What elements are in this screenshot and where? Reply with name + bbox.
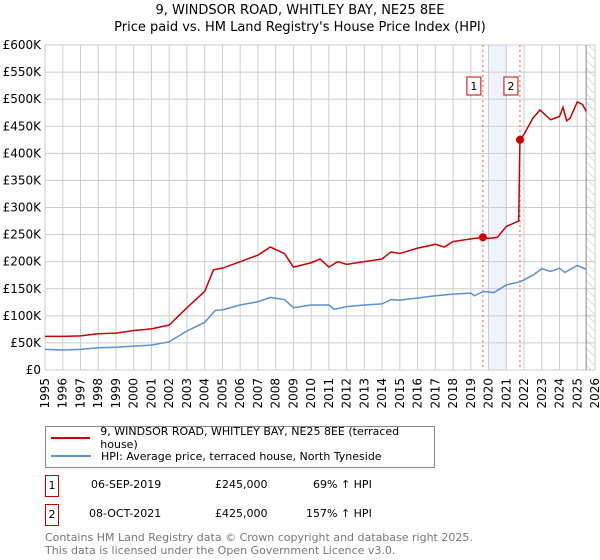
x-tick-label: 1997 [73,378,87,409]
transaction-date: 06-SEP-2019 [91,478,162,491]
x-tick-label: 2011 [322,378,336,409]
x-tick-label: 2016 [411,378,425,409]
transaction-date: 08-OCT-2021 [89,507,162,520]
x-tick-label: 2005 [215,378,229,409]
sale-point [515,135,524,144]
chart-title: 9, WINDSOR ROAD, WHITLEY BAY, NE25 8EE [155,3,445,18]
legend: 9, WINDSOR ROAD, WHITLEY BAY, NE25 8EE (… [45,425,435,468]
hpi-line [44,264,587,351]
y-tick-label: £300K [3,201,43,215]
legend-swatch [51,455,91,457]
x-tick-label: 1998 [91,378,105,409]
legend-item-property: 9, WINDSOR ROAD, WHITLEY BAY, NE25 8EE (… [51,425,434,451]
marker-badge-label: 2 [507,80,514,93]
footer-licence: This data is licensed under the Open Gov… [45,544,396,557]
y-tick-label: £400K [3,146,43,160]
transaction-hpi: 157% ↑ HPI [306,507,372,520]
x-tick-label: 2006 [233,378,247,409]
y-tick-label: £250K [3,228,43,242]
x-tick-label: 1996 [56,378,70,409]
x-tick-label: 2022 [517,378,531,409]
x-tick-label: 2010 [304,378,318,409]
marker-badge [466,76,482,96]
y-tick-label: £50K [10,336,42,350]
marker-badge: 1 [45,475,59,497]
y-tick-label: £500K [3,92,43,106]
x-tick-label: 2008 [269,378,283,409]
chart-subtitle: Price paid vs. HM Land Registry's House … [114,20,486,35]
y-tick-label: £550K [3,65,43,79]
footer-copyright: Contains HM Land Registry data © Crown c… [45,531,473,544]
transaction-hpi: 69% ↑ HPI [313,478,372,491]
legend-swatch [51,437,91,439]
transaction-price: £425,000 [215,507,268,520]
property-price-line [45,100,587,338]
x-tick-label: 2019 [464,378,478,409]
legend-label: HPI: Average price, terraced house, Nort… [101,449,382,463]
x-tick-label: 2000 [127,378,141,409]
transaction-price: £245,000 [215,478,268,491]
legend-item-hpi: HPI: Average price, terraced house, Nort… [51,448,382,464]
legend-label: 9, WINDSOR ROAD, WHITLEY BAY, NE25 8EE (… [100,425,400,451]
x-tick-label: 2002 [162,378,176,409]
x-tick-label: 2012 [340,378,354,409]
x-tick-label: 2017 [428,378,442,409]
x-tick-label: 2007 [251,378,265,409]
plot-area: £0 £50K £100K £150K £200K £250K £300K £350K £400… [3,38,600,409]
x-tick-label: 1995 [38,378,52,409]
y-tick-label: £350K [3,173,43,187]
marker-badge-label: 1 [470,80,477,93]
x-tick-label: 2025 [570,378,584,409]
x-tick-label: 2018 [446,378,460,409]
x-tick-label: 2024 [553,378,567,409]
x-tick-label: 2004 [198,378,212,409]
transaction-row: 1 06-SEP-2019 £245,000 69% ↑ HPI [45,475,600,497]
y-tick-label: £600K [3,38,43,52]
x-tick-label: 2009 [286,378,300,409]
transaction-row: 2 08-OCT-2021 £425,000 157% ↑ HPI [45,504,600,526]
x-tick-label: 2014 [375,378,389,409]
footer: Contains HM Land Registry data © Crown c… [45,531,473,557]
y-tick-label: £100K [3,309,43,323]
x-tick-label: 2021 [499,378,513,409]
x-tick-label: 2001 [144,378,158,409]
marker-badge: 2 [45,504,59,526]
y-tick-label: £0 [26,363,41,377]
x-tick-label: 1999 [109,378,123,409]
y-tick-label: £200K [3,255,43,269]
marker-badge [503,76,519,96]
x-tick-label: 2003 [180,378,194,409]
x-tick-label: 2023 [535,378,549,409]
sale-point [478,233,487,242]
y-tick-label: £450K [3,119,43,133]
x-tick-label: 2026 [588,378,600,409]
y-tick-label: £150K [3,282,43,296]
x-tick-label: 2013 [357,378,371,409]
x-tick-label: 2015 [393,378,407,409]
x-tick-label: 2020 [482,378,496,409]
